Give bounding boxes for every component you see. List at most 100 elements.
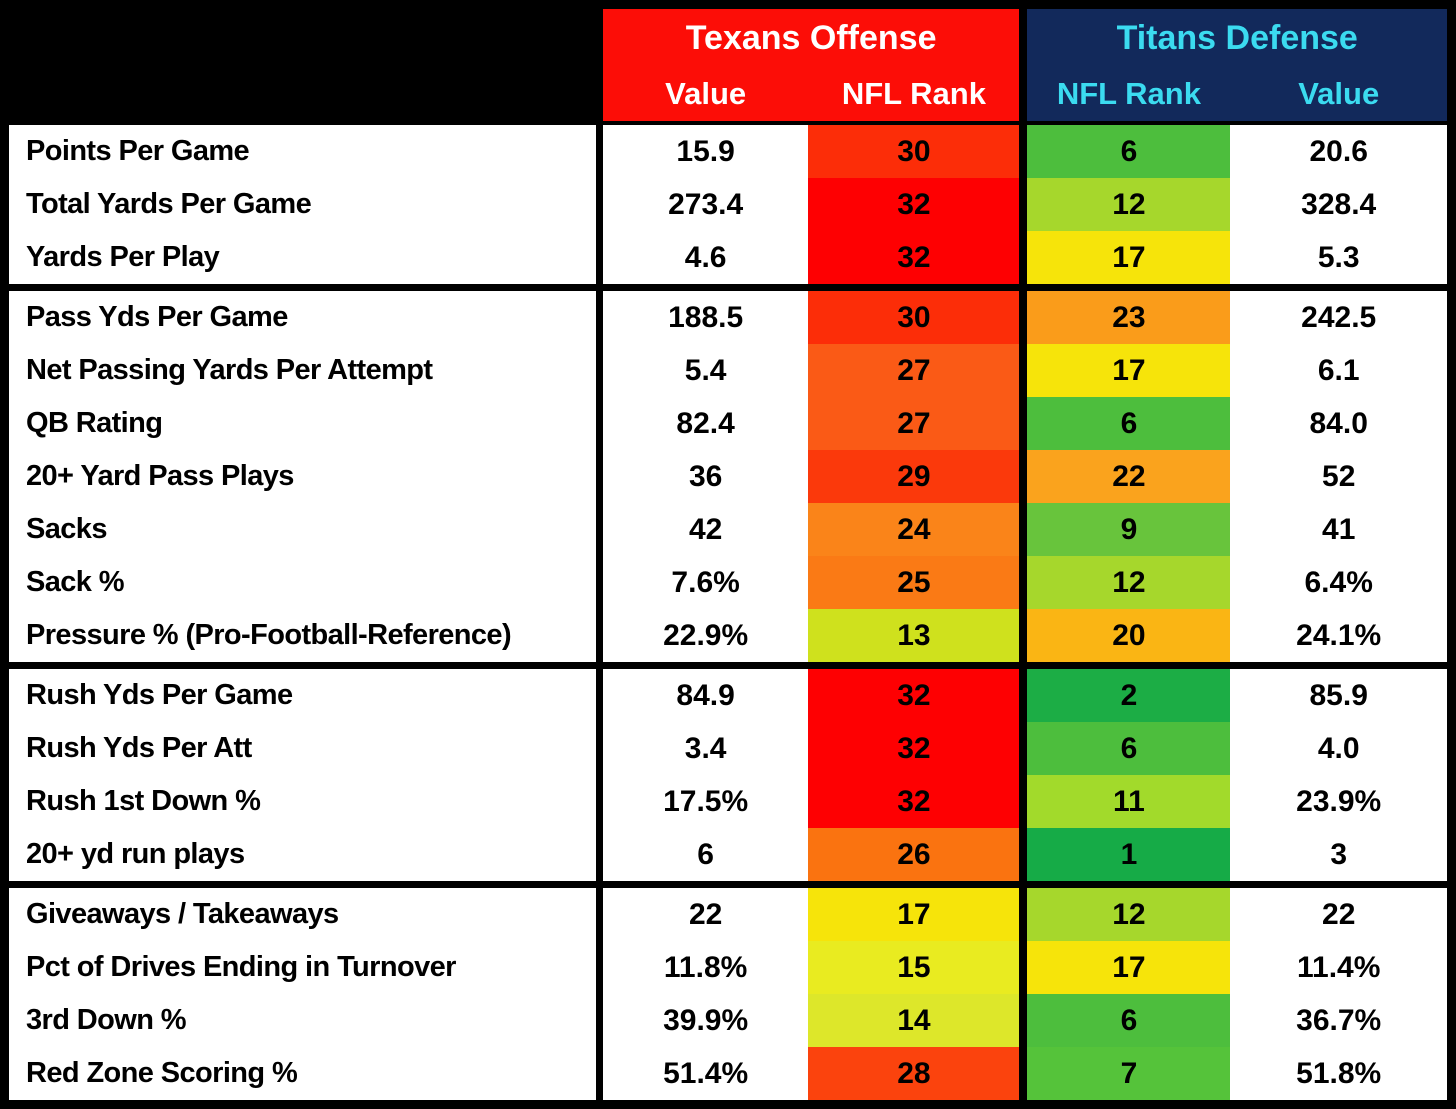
offense-value-cell: 84.9 [676,678,735,712]
defense-value-cell: 22 [1322,897,1356,931]
defense-rank-cell: 6 [1023,994,1231,1047]
table-row: 20+ yd run plays 6 26 1 3 [4,828,1452,885]
offense-rank-cell: 13 [808,609,1028,666]
offense-rank-cell: 30 [808,287,1028,344]
offense-rank-cell: 32 [808,775,1028,828]
offense-rank-cell: 32 [808,722,1028,775]
defense-value-cell: 84.0 [1309,406,1368,440]
offense-rank-cell: 15 [808,941,1028,994]
defense-value-cell: 52 [1322,459,1356,493]
defense-value-cell: 6.4% [1304,565,1373,599]
defense-value-cell: 328.4 [1301,187,1377,221]
stat-label: Net Passing Yards Per Attempt [4,344,603,397]
offense-rank-cell: 27 [808,397,1028,450]
team-header-row: Texans Offense Titans Defense [4,4,1452,123]
defense-value-column-header: Value [1230,67,1452,123]
offense-rank-cell: 27 [808,344,1028,397]
offense-value-column-header: Value [599,67,809,123]
defense-value-cell: 242.5 [1301,300,1377,334]
offense-rank-cell: 17 [808,884,1028,941]
stat-label: Points Per Game [4,123,603,178]
defense-rank-cell: 20 [1023,609,1231,666]
offense-value-cell: 11.8% [663,950,748,984]
offense-rank-cell: 32 [808,231,1028,288]
offense-value-cell: 42 [688,512,723,546]
offense-value-cell: 51.4% [663,1056,749,1090]
offense-value-cell: 273.4 [668,187,744,221]
table-row: Points Per Game 15.9 30 6 20.6 [4,123,1452,178]
stat-label: Pass Yds Per Game [4,287,603,344]
stat-label: Total Yards Per Game [4,178,603,231]
defense-rank-cell: 11 [1023,775,1231,828]
defense-value-cell: 24.1% [1296,618,1382,652]
offense-value-cell: 15.9 [676,134,735,168]
stat-label: Giveaways / Takeaways [4,884,603,941]
table-row: Yards Per Play 4.6 32 17 5.3 [4,231,1452,288]
table-row: Rush Yds Per Att 3.4 32 6 4.0 [4,722,1452,775]
offense-value-cell: 4.6 [684,240,727,274]
defense-value-cell: 85.9 [1309,678,1368,712]
offense-value-cell: 36 [688,459,723,493]
row-group-passing: Pass Yds Per Game 188.5 30 23 242.5 Net … [4,287,1452,666]
defense-rank-cell: 17 [1023,344,1231,397]
defense-value-cell: 4.0 [1317,731,1360,765]
table-row: Sacks 42 24 9 41 [4,503,1452,556]
table-row: Total Yards Per Game 273.4 32 12 328.4 [4,178,1452,231]
offense-rank-cell: 32 [808,665,1028,722]
defense-rank-cell: 23 [1023,287,1231,344]
offense-rank-cell: 26 [808,828,1028,885]
defense-value-cell: 6.1 [1317,353,1360,387]
corner-cell [4,4,603,123]
offense-value-cell: 39.9% [663,1003,749,1037]
defense-rank-cell: 12 [1023,178,1231,231]
defense-team-header: Titans Defense [1023,4,1452,67]
defense-rank-column-header: NFL Rank [1023,67,1231,123]
offense-value-cell: 3.4 [684,731,727,765]
offense-rank-cell: 25 [808,556,1028,609]
stat-label: Sacks [4,503,603,556]
row-group-situational: Giveaways / Takeaways 22 17 12 22 Pct of… [4,884,1452,1105]
offense-value-cell: 5.4 [684,353,727,387]
offense-value-cell: 22 [688,897,723,931]
offense-rank-column-header: NFL Rank [808,67,1028,123]
stat-label: 3rd Down % [4,994,603,1047]
defense-rank-cell: 9 [1023,503,1231,556]
offense-value-cell: 6 [697,837,714,871]
table-row: Rush 1st Down % 17.5% 32 11 23.9% [4,775,1452,828]
offense-value-cell: 17.5% [663,784,749,818]
defense-value-cell: 41 [1322,512,1356,546]
column-header-row: Value NFL Rank NFL Rank Value [5,67,1452,123]
stat-label: QB Rating [4,397,603,450]
offense-value-cell: 188.5 [668,300,744,334]
offense-rank-cell: 30 [808,123,1028,178]
offense-value-cell: 7.6% [671,565,740,599]
table-row: 20+ Yard Pass Plays 36 29 22 52 [4,450,1452,503]
defense-rank-cell: 2 [1023,665,1231,722]
stat-label: Rush Yds Per Game [4,665,603,722]
stat-label: Pressure % (Pro-Football-Reference) [4,609,603,666]
table-row: Pass Yds Per Game 188.5 30 23 242.5 [4,287,1452,344]
defense-value-cell: 5.3 [1317,240,1360,274]
defense-rank-cell: 1 [1023,828,1231,885]
stat-label: Pct of Drives Ending in Turnover [4,941,603,994]
offense-team-header: Texans Offense [599,4,1028,67]
offense-rank-cell: 29 [808,450,1028,503]
defense-rank-cell: 22 [1023,450,1231,503]
defense-value-cell: 36.7% [1296,1003,1382,1037]
defense-value-cell: 11.4% [1296,950,1381,984]
offense-rank-cell: 24 [808,503,1028,556]
defense-rank-cell: 6 [1023,123,1231,178]
offense-value-cell: 22.9% [663,618,749,652]
table-row: QB Rating 82.4 27 6 84.0 [4,397,1452,450]
offense-rank-cell: 28 [808,1047,1028,1105]
stat-label: 20+ Yard Pass Plays [4,450,603,503]
defense-rank-cell: 6 [1023,722,1231,775]
defense-value-cell: 51.8% [1296,1056,1382,1090]
table-row: Pct of Drives Ending in Turnover 11.8% 1… [4,941,1452,994]
stat-label: Rush Yds Per Att [4,722,603,775]
row-group-rushing: Rush Yds Per Game 84.9 32 2 85.9 Rush Yd… [4,665,1452,885]
stat-label: Red Zone Scoring % [4,1047,603,1105]
offense-value-cell: 82.4 [676,406,735,440]
